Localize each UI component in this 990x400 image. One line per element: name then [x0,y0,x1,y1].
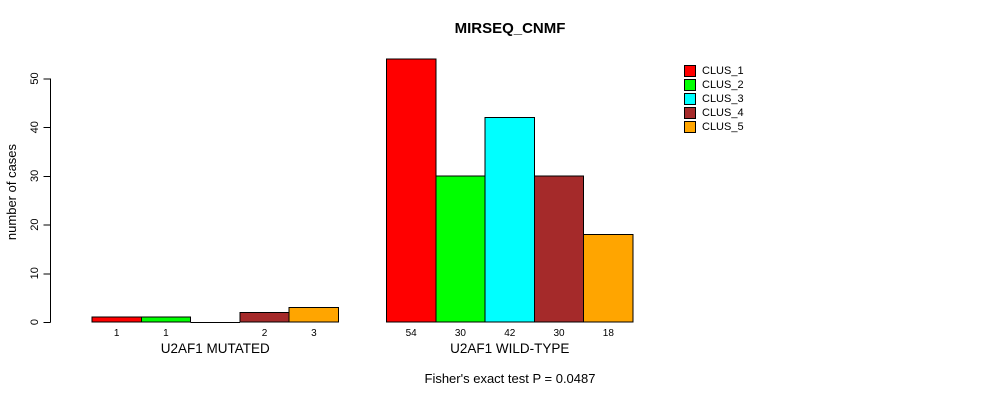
bar-value-label: 30 [455,328,467,339]
legend-item-label: CLUS_2 [702,79,744,91]
legend-swatch-icon [684,121,696,133]
legend-item-label: CLUS_3 [702,93,744,105]
bar-value-label: 3 [311,328,317,339]
y-axis-tick-label: 30 [29,170,41,182]
bar-value-label: 1 [163,328,169,339]
legend-swatch-icon [684,93,696,105]
bar-clus_5-group1 [288,306,340,323]
legend-item-clus_1: CLUS_1 [684,64,744,78]
legend-item-clus_3: CLUS_3 [684,92,744,106]
bar-value-label: 2 [262,328,268,339]
y-axis-tick-label: 10 [29,267,41,279]
legend-swatch-icon [684,107,696,119]
chart-title: MIRSEQ_CNMF [454,20,566,37]
bar-clus_4-group2 [533,175,585,323]
legend-swatch-icon [684,79,696,91]
bar-clus_1-group2 [386,58,437,323]
bar-clus_4-group1 [239,311,290,323]
annotation-fisher-test: Fisher's exact test P = 0.0487 [424,371,596,386]
group-label-2: U2AF1 WILD-TYPE [450,341,569,356]
y-axis-tick-label: 40 [29,121,41,133]
legend-item-clus_4: CLUS_4 [684,106,744,120]
group-label-1: U2AF1 MUTATED [161,341,270,356]
y-axis-tick-label: 0 [29,319,41,325]
bar-value-label: 42 [504,328,516,339]
bar-clus_5-group2 [583,233,634,323]
legend-item-label: CLUS_1 [702,65,744,77]
bar-value-label: 30 [553,328,565,339]
bar-clus_1-group1 [91,316,142,323]
bar-clus_3-group2 [484,116,535,323]
bar-clus_2-group2 [435,175,486,323]
y-axis-tick-label: 20 [29,218,41,230]
legend-swatch-icon [684,65,696,77]
legend-item-label: CLUS_5 [702,121,744,133]
legend-item-clus_2: CLUS_2 [684,78,744,92]
bar-value-label: 54 [406,328,418,339]
legend: CLUS_1 CLUS_2 CLUS_3 CLUS_4 CLUS_5 [684,64,744,134]
y-axis-tick-label: 50 [29,72,41,84]
legend-item-label: CLUS_4 [702,107,744,119]
bar-value-label: 18 [603,328,615,339]
bar-value-label: 1 [114,328,120,339]
bar-clus_2-group1 [140,316,192,323]
legend-item-clus_5: CLUS_5 [684,120,744,134]
